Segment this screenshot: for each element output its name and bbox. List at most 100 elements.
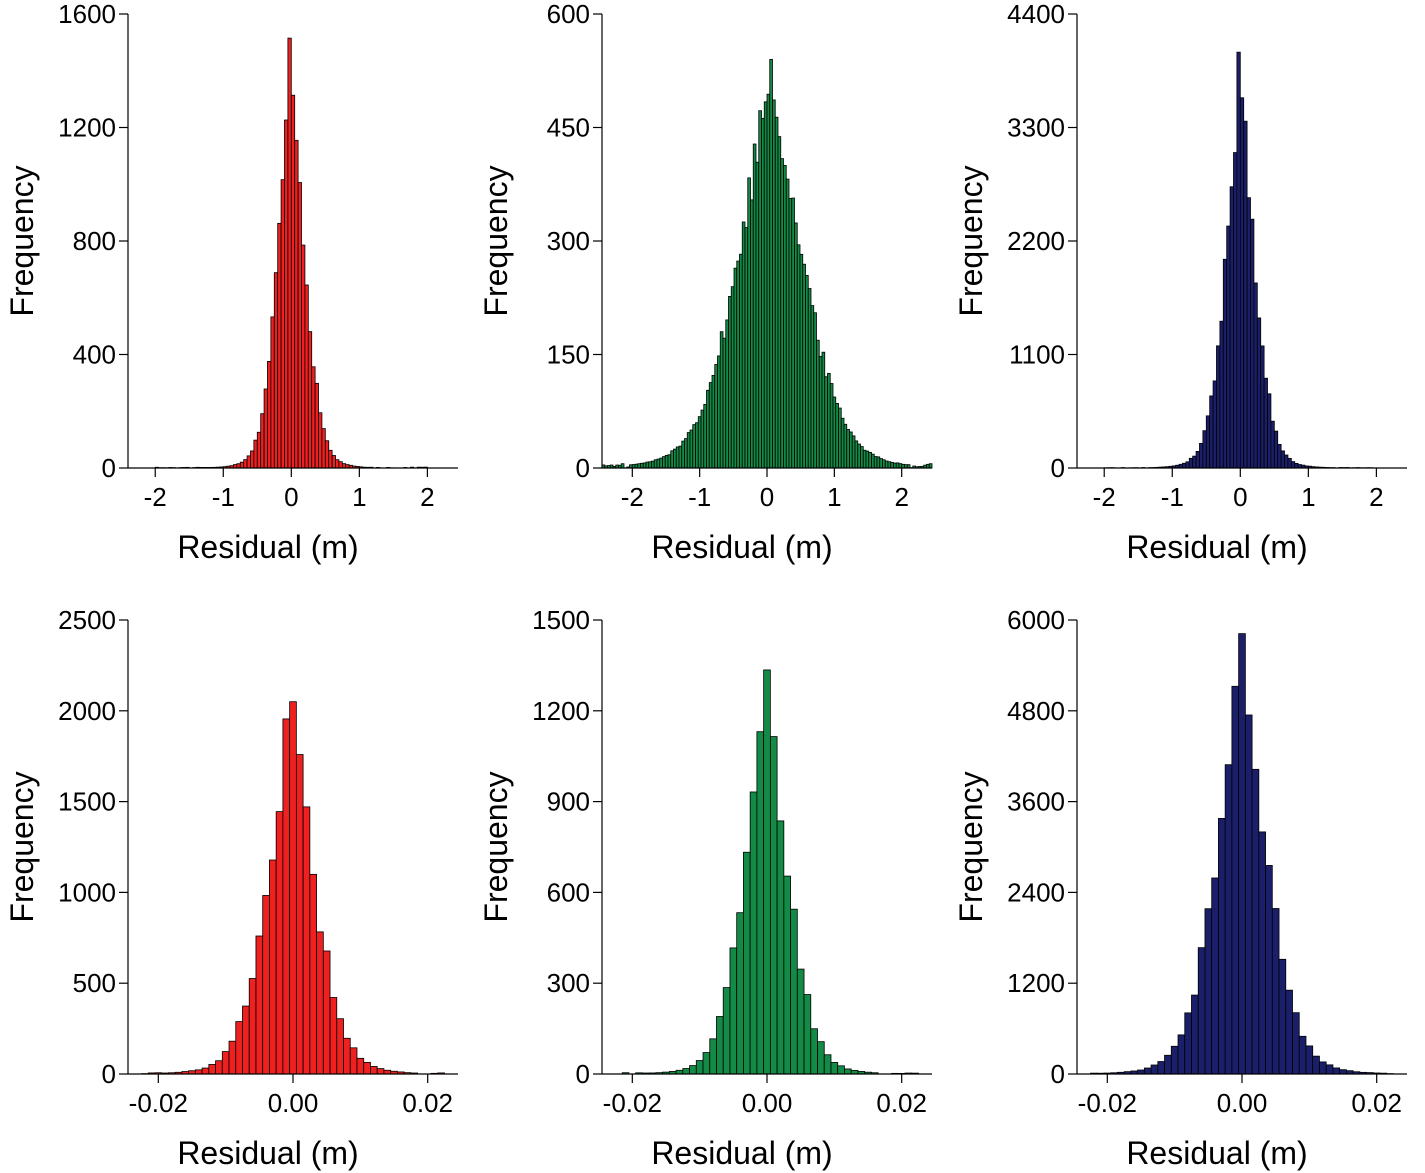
histogram-bar: [287, 37, 292, 469]
y-axis-label: Frequency: [478, 771, 514, 922]
histogram-bar: [1188, 457, 1194, 469]
histogram-bar: [816, 339, 820, 469]
y-tick-label: 2400: [1007, 877, 1065, 907]
histogram-bar: [250, 450, 255, 469]
histogram-bar: [1233, 152, 1238, 469]
histogram-panel-bottom-left: 0 500 1000 1500 2000 2500 -0.02 0.00 0.02 Residua…: [4, 605, 458, 1171]
x-tick-label: 2: [894, 482, 908, 512]
x-tick-label: 0: [760, 482, 774, 512]
x-tick-label: 0.02: [1351, 1088, 1402, 1118]
histogram-bar: [796, 244, 801, 469]
histogram-bar: [807, 288, 812, 469]
histogram-bar: [846, 428, 850, 469]
y-tick-label: 1200: [58, 113, 116, 143]
histogram-bar: [1218, 818, 1226, 1075]
histogram-bar: [827, 372, 831, 469]
histogram-bar: [324, 440, 330, 469]
histogram-bar: [817, 1041, 825, 1075]
histogram-bar: [1258, 831, 1266, 1075]
histogram-bar: [307, 331, 313, 469]
histogram-bar: [1164, 1054, 1172, 1075]
histogram-bar: [681, 440, 685, 469]
y-tick-label: 800: [73, 226, 116, 256]
histogram-bar: [1243, 120, 1248, 469]
y-axis-label: Frequency: [953, 165, 989, 316]
y-tick-label: 0: [576, 453, 590, 483]
y-tick-label: 450: [547, 113, 590, 143]
histogram-bar: [783, 875, 791, 1075]
histogram-bar: [208, 1064, 216, 1075]
histogram-bar: [837, 1065, 845, 1075]
histogram-bar: [763, 101, 768, 469]
y-tick-label: 600: [547, 0, 590, 29]
histogram-bar: [318, 412, 323, 469]
histogram-bar: [865, 450, 870, 469]
histogram-bar: [725, 319, 729, 469]
histogram-bar: [1219, 320, 1224, 469]
histogram-panel-top-right: 0 1100 2200 3300 4400 -2 -1 0 1 2 Residual (m) Freq…: [953, 0, 1407, 565]
x-tick-label: 1: [1301, 482, 1315, 512]
histogram-bar: [1332, 1067, 1341, 1075]
x-tick-label: 0.00: [742, 1088, 793, 1118]
histogram-bar: [830, 1062, 839, 1075]
histogram-bar: [1216, 345, 1221, 469]
histogram-bar: [821, 351, 826, 469]
histogram-bar: [302, 806, 311, 1075]
histogram-bar: [857, 443, 861, 469]
histogram-bar: [876, 456, 881, 469]
histogram-bar: [653, 459, 658, 469]
histogram-bar: [1191, 994, 1199, 1075]
histogram-bar: [673, 448, 677, 469]
histogram-bar: [637, 463, 641, 469]
histogram-bar: [1298, 1035, 1307, 1075]
histogram-bar: [697, 416, 702, 469]
histogram-bar: [246, 455, 251, 469]
histogram-bar: [648, 461, 652, 469]
y-tick-label: 1500: [532, 605, 590, 635]
histogram-bar: [824, 376, 828, 469]
histogram-bar: [895, 462, 900, 469]
histogram-bar: [844, 1068, 852, 1075]
histogram-bar: [783, 164, 787, 469]
histogram-bar: [832, 396, 837, 469]
histogram-bar: [756, 731, 765, 1075]
histogram-bar: [370, 1066, 378, 1075]
histogram-bar: [269, 859, 277, 1075]
histogram-bar: [640, 462, 644, 469]
histogram-bar: [840, 417, 845, 469]
y-tick-label: 300: [547, 226, 590, 256]
histogram-bar: [1267, 393, 1272, 469]
histogram-panel-top-left: 0 400 800 1200 1600 -2 -1 0 1 2 Residual (m) Freque…: [4, 0, 458, 565]
histogram-bar: [799, 253, 804, 469]
histogram-bar: [322, 950, 331, 1075]
y-tick-label: 6000: [1007, 605, 1065, 635]
histogram-bar: [790, 908, 798, 1075]
histogram-bar: [1222, 258, 1228, 469]
histogram-bar: [722, 337, 727, 469]
histogram-bar: [686, 432, 691, 469]
histogram-bar: [788, 198, 793, 469]
histogram-bar: [709, 1038, 717, 1075]
x-tick-label: 0.02: [876, 1088, 927, 1118]
histogram-bar: [761, 117, 765, 469]
histogram-bar: [645, 461, 650, 469]
histogram-bar: [1270, 420, 1275, 469]
histogram-bar: [1260, 345, 1265, 469]
histogram-bar: [700, 409, 705, 469]
histogram-bar: [854, 440, 859, 469]
x-axis-label: Residual (m): [651, 529, 832, 565]
histogram-bar: [297, 182, 302, 469]
x-axis-label: Residual (m): [651, 1135, 832, 1171]
histogram-bar: [221, 1051, 230, 1075]
histogram-bar: [747, 177, 751, 469]
histogram-bar: [262, 895, 270, 1075]
histogram-bar: [749, 791, 758, 1075]
histogram-bar: [1184, 1012, 1192, 1075]
histogram-bar: [236, 463, 241, 469]
histogram-bar: [838, 407, 842, 469]
x-tick-label: -0.02: [603, 1088, 662, 1118]
histogram-bar: [898, 463, 903, 469]
histogram-bar: [1253, 282, 1258, 469]
histogram-bar: [862, 449, 867, 469]
histogram-bar: [717, 355, 721, 469]
